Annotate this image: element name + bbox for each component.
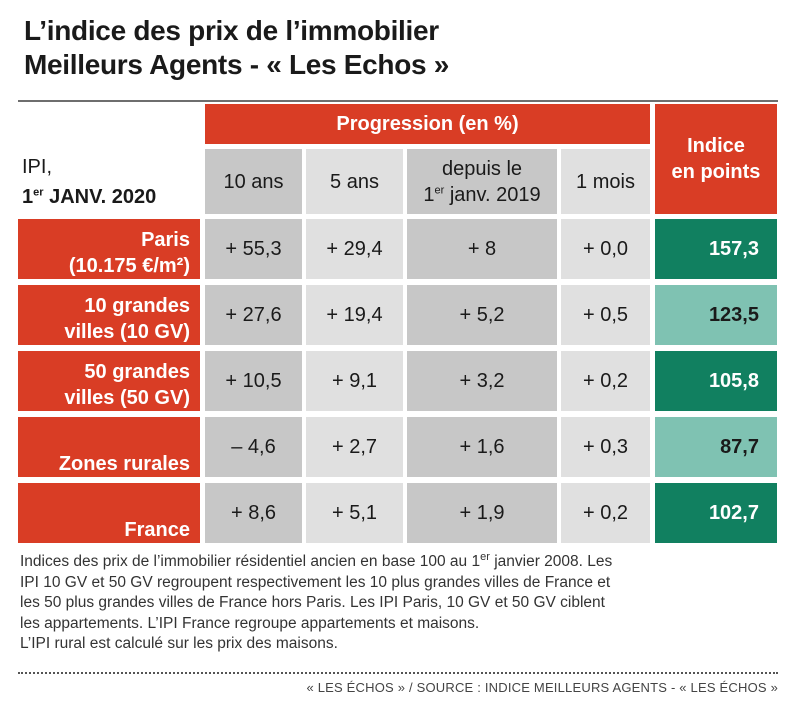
cell-50gv-10-ans: + 10,5 <box>205 351 302 411</box>
row-label-france: France <box>18 483 200 543</box>
note-line-1: Indices des prix de l’immobilier résiden… <box>20 550 780 573</box>
ipi-label-line-2: 1er JANV. 2020 <box>22 182 156 212</box>
cell-rural-index: 87,7 <box>655 417 777 477</box>
index-header: Indice en points <box>655 104 777 214</box>
row-label-50-gv: 50 grandes villes (50 GV) <box>18 351 200 411</box>
row-label-line-1: 50 grandes <box>84 361 190 383</box>
row-label-line-1: Zones rurales <box>58 453 190 475</box>
dotted-divider <box>18 672 778 674</box>
col-1m-text: 1 mois <box>576 170 635 193</box>
note-line-2: IPI 10 GV et 50 GV regroupent respective… <box>20 573 611 591</box>
cell-france-since-2019: + 1,9 <box>407 483 557 543</box>
col-since-rest: janv. 2019 <box>444 183 541 206</box>
col-header-since-2019: depuis le 1er janv. 2019 <box>407 149 557 214</box>
note-1a: Indices des prix de l’immobilier résiden… <box>20 553 481 570</box>
cell-france-5-ans: + 5,1 <box>306 483 403 543</box>
row-label-line-2: (10.175 €/m²) <box>68 255 190 277</box>
cell-50gv-since-2019: + 3,2 <box>407 351 557 411</box>
cell-rural-10-ans: – 4,6 <box>205 417 302 477</box>
col-header-10-ans: 10 ans <box>205 149 302 214</box>
ipi-day: 1 <box>22 186 34 208</box>
title-line-1: L’indice des prix de l’immobilier <box>24 15 439 46</box>
ipi-sup: er <box>33 186 44 199</box>
row-label-line-1: France <box>124 519 190 541</box>
footnotes: Indices des prix de l’immobilier résiden… <box>20 550 780 655</box>
ipi-label-line-1: IPI, <box>22 156 53 178</box>
note-line-4: les appartements. L’IPI France regroupe … <box>20 614 480 632</box>
title-divider <box>18 100 778 102</box>
cell-rural-1-mois: + 0,3 <box>561 417 650 477</box>
col-10-text: 10 ans <box>223 170 284 193</box>
cell-rural-since-2019: + 1,6 <box>407 417 557 477</box>
cell-10gv-1-mois: + 0,5 <box>561 285 650 345</box>
cell-50gv-index: 105,8 <box>655 351 777 411</box>
progression-header: Progression (en %) <box>205 104 650 144</box>
cell-paris-5-ans: + 29,4 <box>306 219 403 279</box>
cell-paris-since-2019: + 8 <box>407 219 557 279</box>
col-header-5-ans: 5 ans <box>306 149 403 214</box>
cell-10gv-index: 123,5 <box>655 285 777 345</box>
cell-france-10-ans: + 8,6 <box>205 483 302 543</box>
ipi-date-label: IPI, 1er JANV. 2020 <box>22 152 156 212</box>
row-label-line-2: villes (50 GV) <box>64 387 190 409</box>
cell-paris-1-mois: + 0,0 <box>561 219 650 279</box>
row-label-10-gv: 10 grandes villes (10 GV) <box>18 285 200 345</box>
row-label-paris: Paris (10.175 €/m²) <box>18 219 200 279</box>
note-1b: janvier 2008. Les <box>489 553 613 570</box>
row-label-line-2: villes (10 GV) <box>64 321 190 343</box>
note-1-sup: er <box>480 550 490 563</box>
col-since-sup: er <box>434 183 445 196</box>
title-line-2: Meilleurs Agents - « Les Echos » <box>24 49 450 80</box>
cell-rural-5-ans: + 2,7 <box>306 417 403 477</box>
cell-50gv-1-mois: + 0,2 <box>561 351 650 411</box>
col-since-line-2: 1er janv. 2019 <box>423 182 540 208</box>
col-since-day: 1 <box>423 183 435 206</box>
cell-10gv-10-ans: + 27,6 <box>205 285 302 345</box>
note-line-5: L’IPI rural est calculé sur les prix des… <box>20 635 338 652</box>
col-header-1-mois: 1 mois <box>561 149 650 214</box>
cell-paris-index: 157,3 <box>655 219 777 279</box>
col-5-text: 5 ans <box>330 170 379 193</box>
chart-title: L’indice des prix de l’immobilier Meille… <box>24 14 449 82</box>
cell-france-1-mois: + 0,2 <box>561 483 650 543</box>
col-since-line-1: depuis le <box>441 157 523 180</box>
source-credit: « LES ÉCHOS » / SOURCE : INDICE MEILLEUR… <box>306 680 778 695</box>
cell-10gv-5-ans: + 19,4 <box>306 285 403 345</box>
cell-paris-10-ans: + 55,3 <box>205 219 302 279</box>
row-label-line-1: 10 grandes <box>84 295 190 317</box>
index-header-line-1: Indice <box>687 135 745 157</box>
row-label-line-1: Paris <box>141 229 190 251</box>
row-label-zones-rurales: Zones rurales <box>18 417 200 477</box>
cell-50gv-5-ans: + 9,1 <box>306 351 403 411</box>
index-header-line-2: en points <box>671 161 761 183</box>
note-line-3: les 50 plus grandes villes de France hor… <box>20 594 605 611</box>
cell-france-index: 102,7 <box>655 483 777 543</box>
cell-10gv-since-2019: + 5,2 <box>407 285 557 345</box>
ipi-rest: JANV. 2020 <box>43 186 157 208</box>
